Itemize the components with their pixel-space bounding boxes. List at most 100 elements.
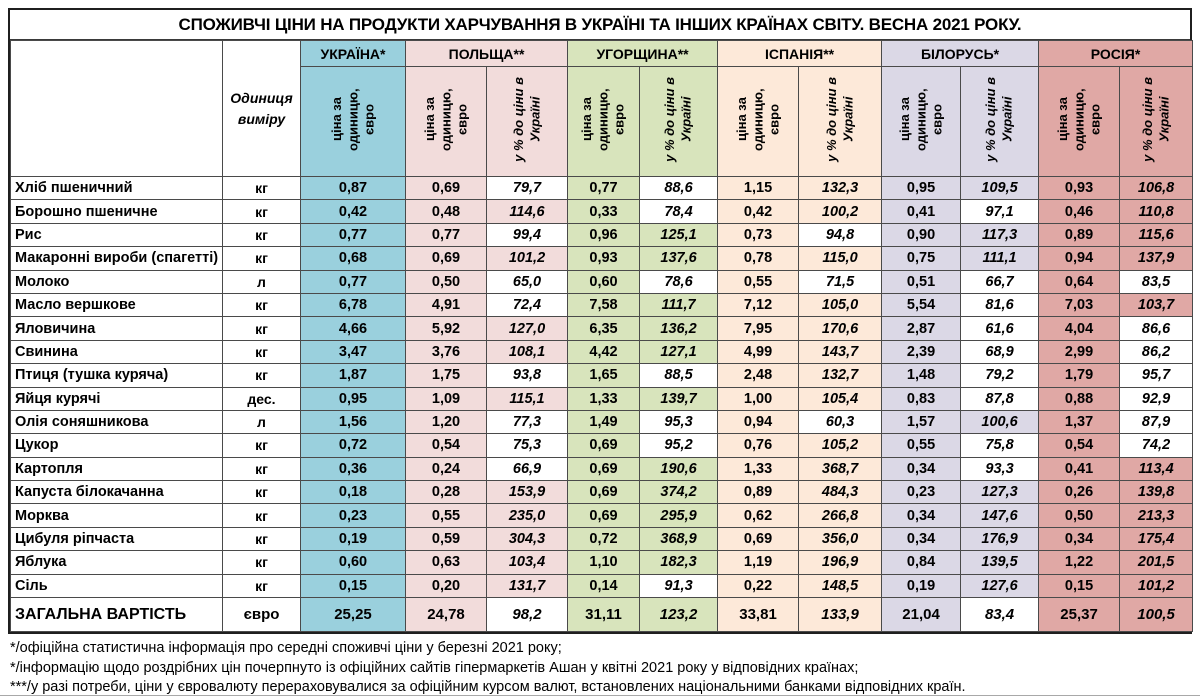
- pct-ru: 106,8: [1119, 175, 1194, 201]
- price-hu: 1,49: [567, 409, 641, 435]
- pct-pl: 72,4: [485, 292, 569, 318]
- pct-by: 97,1: [960, 199, 1040, 224]
- pct-to-ukraine-label: у % до ціни в Україні: [510, 76, 542, 162]
- price-ua: 0,19: [300, 526, 406, 552]
- pct-hu: 111,7: [639, 292, 719, 318]
- price-es: 0,76: [717, 433, 800, 458]
- price-ua: 0,42: [300, 199, 406, 224]
- price-ua: 0,72: [300, 433, 406, 458]
- unit-value: кг: [222, 456, 301, 482]
- pct-es: 170,6: [798, 316, 883, 341]
- pct-hu: 136,2: [639, 316, 719, 341]
- price-by: 0,83: [881, 386, 962, 411]
- price-es: 7,95: [717, 316, 800, 341]
- pct-by: 100,6: [960, 409, 1040, 435]
- page-title: СПОЖИВЧІ ЦІНИ НА ПРОДУКТИ ХАРЧУВАННЯ В У…: [10, 10, 1190, 40]
- price-ua: 6,78: [300, 292, 406, 318]
- product-name: Олія соняшникова: [10, 409, 223, 435]
- prices-table: Одиниця виміру УКРАЇНА* ПОЛЬЩА** УГОРЩИН…: [10, 40, 1194, 633]
- pct-es: 148,5: [798, 573, 883, 599]
- product-name: Птиця (тушка куряча): [10, 363, 223, 388]
- pct-es: 94,8: [798, 222, 883, 248]
- pct-by: 75,8: [960, 433, 1040, 458]
- product-name: Масло вершкове: [10, 292, 223, 318]
- product-name: Сіль: [10, 573, 223, 599]
- price-ua: 0,68: [300, 246, 406, 271]
- price-per-unit-label: ціна за одиницю, євро: [733, 87, 782, 151]
- price-by: 0,95: [881, 175, 962, 201]
- subheader-pct-hungary: у % до ціни в Україні: [639, 66, 719, 177]
- pct-pl: 65,0: [485, 269, 569, 294]
- product-name: Макаронні вироби (спагетті): [10, 246, 223, 271]
- product-name: Молоко: [10, 269, 223, 294]
- price-es: 1,19: [717, 550, 800, 575]
- subheader-price-hungary: ціна за одиницю, євро: [567, 66, 641, 177]
- price-per-unit-label: ціна за одиницю, євро: [896, 87, 945, 151]
- pct-by: 61,6: [960, 316, 1040, 341]
- price-ua: 1,56: [300, 409, 406, 435]
- footnote-1: */офіційна статистична інформація про се…: [10, 640, 562, 657]
- pct-ru: 86,2: [1119, 339, 1194, 365]
- pct-ru: 86,6: [1119, 316, 1194, 341]
- price-by: 0,19: [881, 573, 962, 599]
- pct-by: 176,9: [960, 526, 1040, 552]
- price-pl: 0,63: [405, 550, 487, 575]
- pct-ru: 139,8: [1119, 480, 1194, 505]
- price-pl: 0,48: [405, 199, 487, 224]
- price-ru: 2,99: [1038, 339, 1121, 365]
- unit-value: кг: [222, 175, 301, 201]
- price-es: 0,62: [717, 503, 800, 528]
- price-ru: 0,26: [1038, 480, 1121, 505]
- unit-value: кг: [222, 246, 301, 271]
- pct-es: 143,7: [798, 339, 883, 365]
- pct-hu: 123,2: [639, 597, 719, 633]
- price-ua: 0,87: [300, 175, 406, 201]
- price-es: 0,22: [717, 573, 800, 599]
- price-hu: 1,65: [567, 363, 641, 388]
- price-by: 21,04: [881, 597, 962, 633]
- pct-pl: 93,8: [485, 363, 569, 388]
- table-row: Капуста білокачанна кг 0,18 0,28 153,9 0,69 37…: [10, 480, 1194, 505]
- pct-by: 68,9: [960, 339, 1040, 365]
- pct-by: 83,4: [960, 597, 1040, 633]
- pct-es: 105,2: [798, 433, 883, 458]
- price-by: 0,23: [881, 480, 962, 505]
- price-by: 2,39: [881, 339, 962, 365]
- price-pl: 0,55: [405, 503, 487, 528]
- price-ua: 0,23: [300, 503, 406, 528]
- pct-hu: 88,6: [639, 175, 719, 201]
- pct-ru: 103,7: [1119, 292, 1194, 318]
- pct-pl: 99,4: [485, 222, 569, 248]
- price-es: 0,55: [717, 269, 800, 294]
- pct-ru: 100,5: [1119, 597, 1194, 633]
- price-hu: 0,93: [567, 246, 641, 271]
- price-ua: 0,77: [300, 269, 406, 294]
- price-by: 0,34: [881, 503, 962, 528]
- price-pl: 1,20: [405, 409, 487, 435]
- pct-es: 133,9: [798, 597, 883, 633]
- price-es: 0,69: [717, 526, 800, 552]
- pct-hu: 78,4: [639, 199, 719, 224]
- table-row: Макаронні вироби (спагетті) кг 0,68 0,69 101…: [10, 246, 1194, 271]
- subheader-pct-russia: у % до ціни в Україні: [1119, 66, 1194, 177]
- price-hu: 31,11: [567, 597, 641, 633]
- table-row: Птиця (тушка куряча) кг 1,87 1,75 93,8 1,65 88…: [10, 363, 1194, 388]
- unit-value: кг: [222, 433, 301, 458]
- price-by: 0,34: [881, 456, 962, 482]
- table-row: Рис кг 0,77 0,77 99,4 0,96 125,1 0,73 94,8 0,90 11…: [10, 222, 1194, 248]
- subheader-pct-poland: у % до ціни в Україні: [485, 66, 569, 177]
- pct-es: 368,7: [798, 456, 883, 482]
- pct-pl: 153,9: [485, 480, 569, 505]
- price-ru: 0,64: [1038, 269, 1121, 294]
- table-row: Цибуля ріпчаста кг 0,19 0,59 304,3 0,72 368,9 0…: [10, 526, 1194, 552]
- price-ru: 0,34: [1038, 526, 1121, 552]
- price-by: 0,51: [881, 269, 962, 294]
- price-pl: 24,78: [405, 597, 487, 633]
- prices-table-frame: СПОЖИВЧІ ЦІНИ НА ПРОДУКТИ ХАРЧУВАННЯ В У…: [8, 8, 1194, 635]
- price-ua: 0,95: [300, 386, 406, 411]
- subheader-price-russia: ціна за одиницю, євро: [1038, 66, 1121, 177]
- subheader-price-poland: ціна за одиницю, євро: [405, 66, 487, 177]
- pct-pl: 75,3: [485, 433, 569, 458]
- pct-es: 196,9: [798, 550, 883, 575]
- product-name: Яйця курячі: [10, 386, 223, 411]
